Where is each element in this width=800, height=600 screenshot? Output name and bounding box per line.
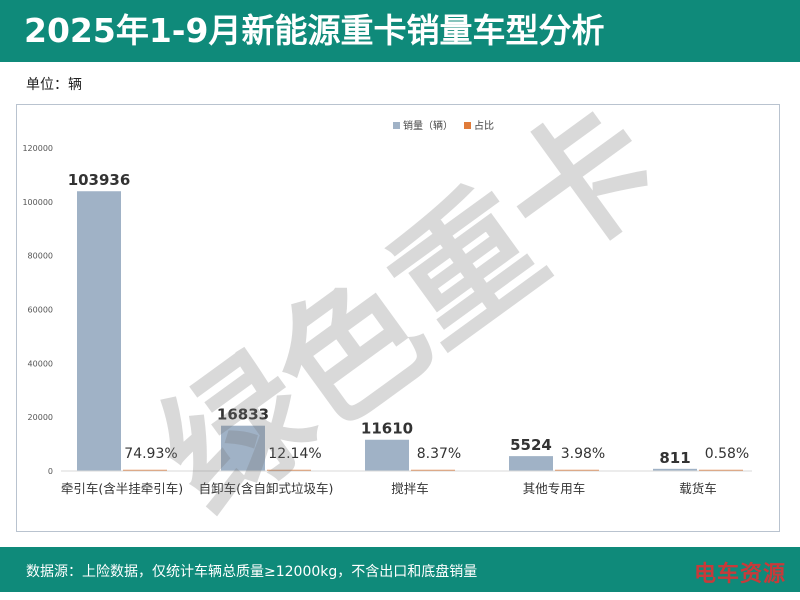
x-axis: 牵引车(含半挂牵引车) 自卸车(含自卸式垃圾车) 搅拌车 其他专用车 载货车	[61, 470, 752, 496]
share-value-label: 3.98%	[561, 446, 605, 462]
share-value-label: 0.58%	[705, 446, 749, 462]
legend-label: 占比	[474, 119, 494, 132]
sales-bar	[365, 439, 409, 471]
share-bar	[555, 469, 599, 471]
y-axis: 0 20000 40000 60000 80000 100000 120000	[22, 144, 53, 476]
sales-value-label: 11610	[361, 420, 413, 438]
category-label: 自卸车(含自卸式垃圾车)	[199, 481, 334, 496]
share-bar	[267, 469, 311, 471]
brand-logo: 电车资源	[693, 562, 786, 587]
sales-bar	[509, 456, 553, 471]
share-value-label: 12.14%	[268, 446, 321, 462]
y-tick-label: 120000	[22, 144, 53, 153]
chart-panel: 销量（辆） 占比 0 20000 40000 60000 80000 100000 12000…	[16, 104, 780, 532]
share-bar	[699, 469, 743, 471]
share-value-label: 8.37%	[417, 446, 461, 462]
sales-value-label: 16833	[217, 406, 269, 424]
chart-legend: 销量（辆） 占比	[393, 119, 494, 132]
sales-bar	[221, 425, 265, 471]
y-tick-label: 40000	[28, 359, 53, 368]
page-title: 2025年1-9月新能源重卡销量车型分析	[24, 11, 605, 50]
legend-swatch	[393, 122, 400, 129]
y-tick-label: 20000	[28, 413, 53, 422]
sales-value-label: 103936	[68, 171, 131, 189]
bar-chart: 销量（辆） 占比 0 20000 40000 60000 80000 100000 12000…	[22, 119, 752, 496]
share-value-label: 74.93%	[124, 446, 177, 462]
y-tick-label: 60000	[28, 306, 53, 315]
category-label: 搅拌车	[391, 481, 429, 496]
sales-bar	[77, 191, 121, 471]
sales-value-label: 5524	[510, 436, 552, 454]
y-tick-label: 100000	[22, 198, 53, 207]
data-source-note: 数据源：上险数据，仅统计车辆总质量≥12000kg，不含出口和底盘销量	[26, 564, 478, 580]
sales-value-label: 811	[659, 449, 690, 467]
category-label: 载货车	[679, 481, 717, 496]
category-label: 其他专用车	[523, 481, 586, 496]
share-bar	[411, 469, 455, 471]
sales-bar	[653, 468, 697, 471]
y-tick-label: 80000	[28, 252, 53, 261]
legend-swatch	[464, 122, 471, 129]
header-bar: 2025年1-9月新能源重卡销量车型分析	[0, 0, 800, 62]
footer-bar: 数据源：上险数据，仅统计车辆总质量≥12000kg，不含出口和底盘销量 电车资源	[0, 547, 800, 592]
legend-label: 销量（辆）	[403, 119, 453, 132]
y-tick-label: 0	[48, 467, 53, 476]
unit-label: 单位：辆	[26, 77, 82, 93]
category-label: 牵引车(含半挂牵引车)	[61, 481, 183, 496]
share-bar	[123, 469, 167, 471]
